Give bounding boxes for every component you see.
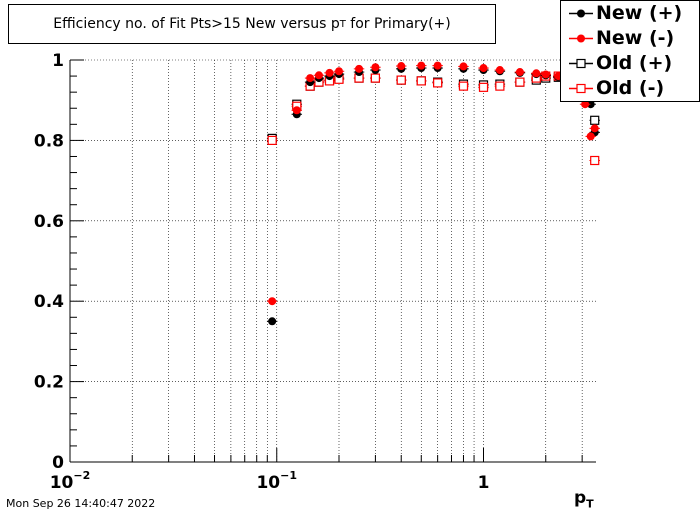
- legend-item-old-minus: Old (-): [561, 76, 700, 101]
- data-point: [590, 155, 600, 166]
- data-point: [371, 63, 380, 72]
- data-point: [459, 62, 468, 71]
- legend-item-old-plus: Old (+): [561, 51, 700, 76]
- x-tick-label: 10−2: [50, 469, 91, 493]
- data-point: [334, 67, 343, 76]
- data-point: [433, 61, 442, 70]
- timestamp: Mon Sep 26 14:40:47 2022: [6, 497, 156, 510]
- y-tick-label: 0.8: [34, 131, 64, 151]
- data-point: [370, 73, 381, 83]
- legend-label: New (-): [596, 27, 675, 49]
- legend-marker-old-minus: [569, 83, 593, 94]
- y-tick-label: 0.4: [34, 292, 64, 312]
- data-point: [590, 115, 600, 125]
- y-tick-label: 0: [52, 453, 64, 473]
- data-point: [355, 64, 364, 73]
- data-point: [515, 77, 525, 87]
- grid-lines: [70, 59, 596, 462]
- data-point: [416, 76, 426, 86]
- series-old-: [266, 71, 600, 166]
- chart-title-suffix: for Primary(+): [345, 16, 451, 32]
- x-axis-title: pT: [574, 488, 594, 510]
- data-point: [268, 297, 277, 306]
- data-point: [590, 124, 599, 133]
- chart-title-subscript: T: [339, 18, 346, 30]
- data-point: [268, 317, 277, 326]
- data-point: [478, 82, 489, 92]
- data-markers: [266, 61, 600, 326]
- y-tick-label: 1: [52, 51, 64, 71]
- data-point: [479, 64, 488, 73]
- data-point: [586, 100, 595, 109]
- data-point: [532, 69, 541, 78]
- axes: 0 0.2 0.4 0.6 0.8 1 10−2 10−1 1: [34, 51, 596, 493]
- y-tick-label: 0.2: [34, 373, 64, 393]
- legend-marker-new-minus: [569, 34, 593, 43]
- data-point: [396, 75, 406, 85]
- data-point: [458, 81, 469, 91]
- x-axis-title-text: p: [574, 488, 587, 508]
- chart-title: Efficiency no. of Fit Pts>15 New versus …: [8, 4, 496, 44]
- x-tick-label: 10−1: [256, 469, 297, 493]
- data-point: [417, 61, 426, 70]
- legend-item-new-minus: New (-): [561, 26, 700, 51]
- data-point: [495, 66, 504, 75]
- x-axis-title-subscript: T: [586, 497, 594, 511]
- x-tick-label: 1: [478, 473, 490, 493]
- series-new-: [266, 61, 600, 306]
- legend-marker-old-plus: [569, 58, 593, 69]
- data-point: [541, 70, 550, 79]
- legend-label: New (+): [596, 2, 683, 24]
- data-point: [581, 100, 590, 109]
- data-point: [515, 68, 524, 77]
- data-point: [325, 68, 334, 77]
- chart-title-text: Efficiency no. of Fit Pts>15 New versus …: [53, 16, 340, 32]
- data-point: [292, 106, 301, 115]
- data-point: [433, 78, 443, 88]
- y-tick-label: 0.6: [34, 212, 64, 232]
- data-point: [586, 132, 595, 141]
- legend-item-new-plus: New (+): [561, 1, 700, 26]
- data-point: [314, 71, 323, 80]
- legend: New (+) New (-) Old (+) Old (-): [560, 0, 700, 102]
- legend-label: Old (-): [596, 77, 665, 99]
- series-new-: [266, 64, 600, 326]
- data-point: [306, 74, 315, 83]
- data-point: [267, 135, 277, 145]
- data-point: [397, 62, 406, 71]
- data-point: [495, 81, 505, 91]
- legend-label: Old (+): [596, 52, 673, 74]
- legend-marker-new-plus: [569, 9, 593, 18]
